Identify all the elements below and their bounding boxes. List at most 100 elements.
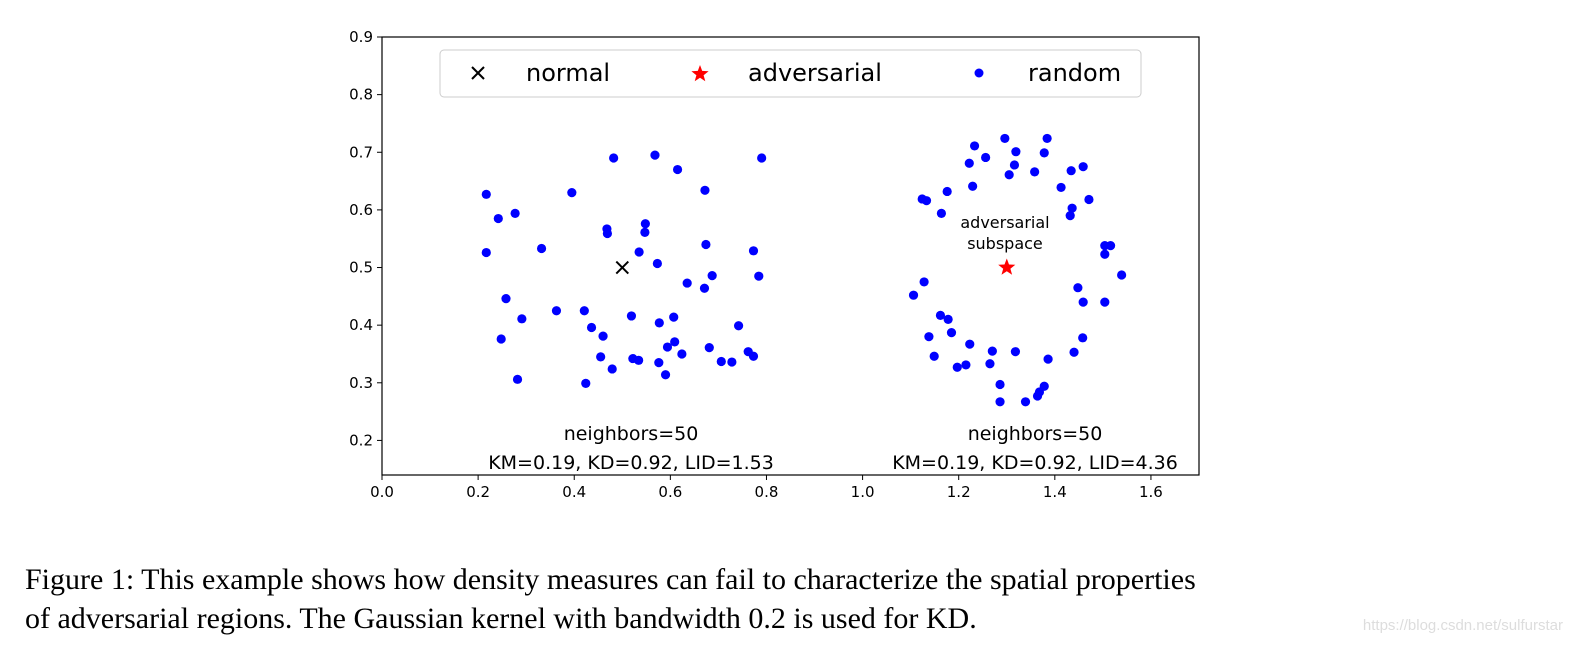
point-random — [650, 150, 660, 160]
point-random — [699, 283, 710, 293]
plot-frame — [381, 36, 1200, 476]
annotation-subspace-line1: adversarial — [960, 213, 1049, 232]
figure-caption: Figure 1: This example shows how density… — [25, 560, 1196, 638]
annotation-right-line2: KM=0.19, KD=0.92, LID=4.36 — [892, 452, 1178, 474]
point-random — [579, 306, 589, 316]
legend-marker-random — [974, 68, 984, 78]
point-random — [981, 152, 991, 163]
x-tick-label: 0.8 — [755, 483, 779, 501]
point-random — [969, 141, 980, 151]
point-random — [968, 181, 978, 191]
y-tick-label: 0.7 — [349, 143, 373, 161]
point-random — [1011, 147, 1021, 157]
point-random — [654, 358, 664, 368]
y-tick-label: 0.5 — [349, 259, 373, 277]
point-random — [1009, 160, 1020, 170]
point-random — [607, 364, 617, 374]
x-tick-label: 1.4 — [1043, 483, 1067, 501]
watermark: https://blog.csdn.net/sulfurstar — [1362, 617, 1563, 634]
point-random — [919, 277, 929, 287]
x-tick-label: 1.2 — [947, 483, 971, 501]
point-random — [1066, 166, 1076, 176]
point-random — [924, 332, 934, 342]
annotation-subspace-line2: subspace — [967, 234, 1043, 253]
point-random — [1032, 391, 1043, 401]
point-random — [672, 164, 683, 175]
x-tick-label: 0.4 — [562, 483, 586, 501]
point-random — [660, 370, 671, 380]
point-random — [995, 397, 1005, 407]
point-random — [921, 196, 932, 206]
annotation-right-line1: neighbors=50 — [968, 423, 1103, 445]
y-tick-label: 0.3 — [349, 374, 373, 392]
point-random — [1078, 297, 1088, 307]
point-random — [626, 311, 637, 321]
caption-line-2: of adversarial regions. The Gaussian ker… — [25, 602, 977, 635]
annotation-left-line1: neighbors=50 — [564, 423, 699, 445]
legend: normal adversarial random — [439, 49, 1142, 98]
point-random — [652, 258, 662, 269]
point-random — [1039, 148, 1049, 158]
point-random — [1065, 211, 1075, 221]
point-random — [602, 228, 612, 239]
y-tick-label: 0.2 — [349, 431, 373, 449]
point-random — [965, 339, 975, 349]
point-random — [640, 227, 650, 237]
point-random — [908, 290, 919, 300]
point-random — [581, 378, 591, 388]
point-normal — [615, 260, 630, 275]
point-random — [748, 351, 759, 361]
point-random — [987, 346, 997, 356]
point-random — [754, 271, 764, 281]
point-random — [634, 247, 644, 257]
point-random — [586, 322, 597, 333]
y-tick-label: 0.4 — [349, 316, 373, 334]
point-random — [1010, 347, 1021, 357]
point-random — [946, 328, 957, 338]
point-random — [551, 306, 562, 316]
point-random — [929, 351, 939, 361]
point-random — [1000, 133, 1010, 144]
point-random — [961, 360, 971, 370]
annotation-left-line2: KM=0.19, KD=0.92, LID=1.53 — [488, 452, 774, 474]
point-random — [1078, 333, 1088, 343]
caption-line-1: Figure 1: This example shows how density… — [25, 563, 1196, 596]
x-tick-label: 0.6 — [658, 483, 682, 501]
point-random — [481, 247, 491, 258]
point-random — [704, 343, 714, 353]
point-random — [669, 312, 679, 322]
point-random — [1105, 241, 1116, 251]
x-tick-label: 0.0 — [370, 483, 394, 501]
point-random — [670, 337, 680, 347]
x-tick-label: 1.0 — [851, 483, 875, 501]
point-random — [942, 186, 952, 197]
legend-label-adversarial: adversarial — [748, 59, 882, 87]
point-random — [536, 243, 547, 254]
point-random — [943, 314, 953, 324]
y-tick-label: 0.8 — [349, 86, 373, 104]
point-random — [1073, 283, 1083, 293]
y-tick-label: 0.6 — [349, 201, 373, 219]
point-random — [609, 153, 619, 163]
point-random — [700, 185, 710, 195]
x-axis: 0.0 0.2 0.4 0.6 0.8 1.0 1.2 1.4 1.6 — [370, 475, 1163, 501]
point-random — [757, 153, 767, 163]
point-random — [677, 349, 687, 359]
plot-marks — [481, 133, 1127, 407]
point-random — [598, 331, 608, 341]
point-random — [634, 355, 644, 365]
point-random — [567, 188, 577, 198]
y-axis: 0.2 0.3 0.4 0.5 0.6 0.7 0.8 0.9 — [349, 28, 382, 449]
legend-box — [439, 49, 1142, 98]
point-random — [493, 213, 503, 224]
legend-label-random: random — [1028, 59, 1121, 87]
point-random — [512, 374, 523, 384]
point-random — [682, 278, 692, 288]
point-random — [517, 314, 527, 324]
point-random — [748, 246, 759, 256]
point-random — [1117, 270, 1127, 280]
point-random — [935, 310, 946, 320]
point-random — [640, 219, 650, 229]
point-random — [654, 318, 664, 328]
point-random — [952, 362, 962, 372]
